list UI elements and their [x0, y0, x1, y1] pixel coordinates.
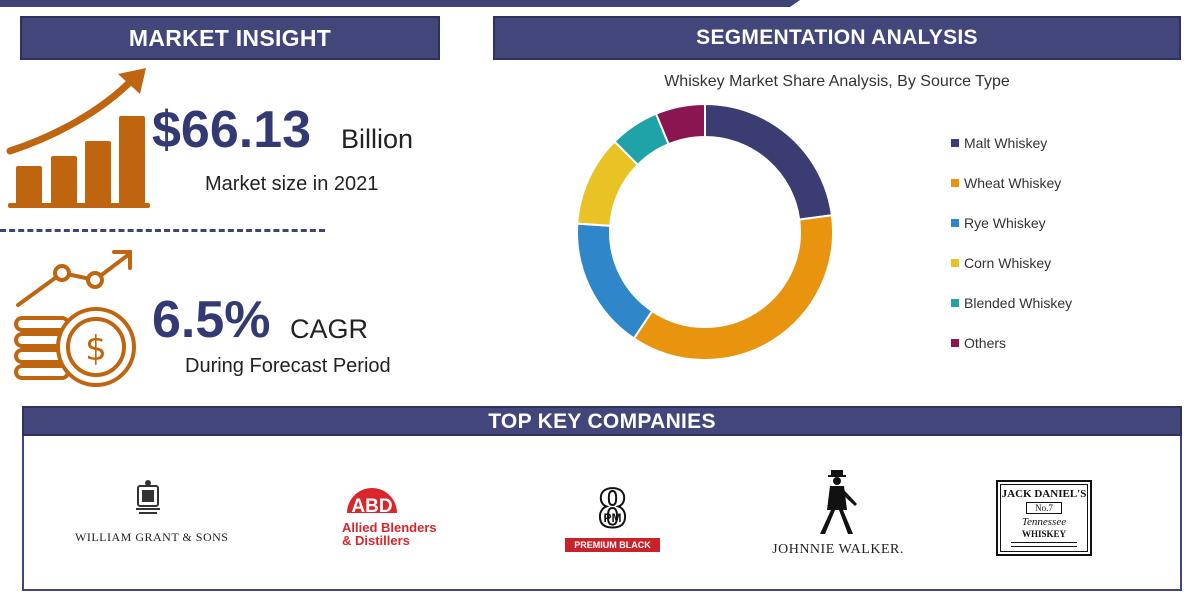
market-insight-header: MARKET INSIGHT: [20, 16, 440, 60]
jack-daniels-whiskey: WHISKEY: [1021, 529, 1066, 539]
jack-daniels-fine-print: [1011, 542, 1077, 547]
cagr-value: 6.5%: [152, 291, 271, 349]
donut-chart: [576, 102, 834, 361]
eight-pm-name: PREMIUM BLACK: [565, 538, 660, 552]
striding-man-icon: [820, 470, 857, 534]
legend-item: Blended Whiskey: [951, 293, 1171, 333]
jack-daniels-logo: JACK DANIEL'S No.7 Tennessee WHISKEY: [996, 480, 1092, 556]
jack-daniels-name: JACK DANIEL'S: [1001, 488, 1087, 500]
donut-slice-wheat-whiskey: [632, 214, 834, 361]
legend-label: Malt Whiskey: [964, 135, 1048, 151]
legend-label: Rye Whiskey: [964, 215, 1046, 231]
legend-item: Malt Whiskey: [951, 133, 1171, 173]
crest-icon: [135, 480, 160, 514]
segmentation-header: SEGMENTATION ANALYSIS: [493, 16, 1181, 60]
allied-blenders-line1: Allied Blenders: [342, 520, 437, 535]
abd-mark: ABD: [347, 488, 397, 517]
companies-panel: [22, 436, 1182, 591]
legend-label: Blended Whiskey: [964, 295, 1073, 311]
legend-item: Corn Whiskey: [951, 253, 1171, 293]
legend-label: Corn Whiskey: [964, 255, 1052, 271]
legend-item: Wheat Whiskey: [951, 173, 1171, 213]
johnnie-walker-name: JOHNNIE WALKER.: [772, 542, 904, 557]
legend-swatch: [951, 179, 959, 187]
chart-title: Whiskey Market Share Analysis, By Source…: [664, 73, 1010, 90]
top-accent-bar: [0, 0, 800, 7]
svg-text:ABD: ABD: [351, 496, 392, 517]
jack-daniels-tennessee: Tennessee: [1021, 516, 1067, 528]
market-size-caption: Market size in 2021: [205, 173, 379, 195]
legend-swatch: [951, 139, 959, 147]
cagr-caption: During Forecast Period: [185, 355, 391, 377]
johnnie-walker-logo: JOHNNIE WALKER.: [768, 470, 908, 560]
bar-growth-icon: [6, 66, 154, 211]
legend-swatch: [951, 259, 959, 267]
donut-slice-others: [654, 102, 706, 146]
cagr-unit: CAGR: [290, 314, 369, 344]
legend-item: Others: [951, 333, 1171, 373]
top-companies-header: TOP KEY COMPANIES: [22, 406, 1182, 436]
eight-pm-fm: PM: [603, 511, 622, 525]
allied-blenders-line2: & Distillers: [342, 533, 410, 548]
donut-slice-rye-whiskey: [576, 222, 654, 340]
jack-daniels-badge: No.7: [1026, 502, 1062, 514]
section-divider: [0, 229, 325, 232]
legend-swatch: [951, 219, 959, 227]
market-size-value: $66.13: [152, 101, 312, 159]
coin-growth-icon: $: [10, 240, 142, 390]
legend-label: Others: [964, 335, 1007, 351]
william-grant-name: WILLIAM GRANT & SONS: [75, 530, 229, 544]
donut-slice-malt-whiskey: [704, 102, 834, 221]
allied-blenders-logo: ABD Allied Blenders & Distillers: [342, 483, 457, 553]
legend-label: Wheat Whiskey: [964, 175, 1062, 191]
william-grant-logo: WILLIAM GRANT & SONS: [75, 478, 229, 550]
legend-item: Rye Whiskey: [951, 213, 1171, 253]
eight-pm-mark: 8: [597, 475, 628, 540]
svg-text:$: $: [85, 329, 107, 369]
legend-swatch: [951, 339, 959, 347]
legend-swatch: [951, 299, 959, 307]
eight-pm-logo: 8 PM PREMIUM BLACK: [565, 475, 660, 553]
market-size-unit: Billion: [341, 124, 414, 154]
chart-legend: Malt Whiskey Wheat Whiskey Rye Whiskey Corn…: [951, 133, 1171, 373]
